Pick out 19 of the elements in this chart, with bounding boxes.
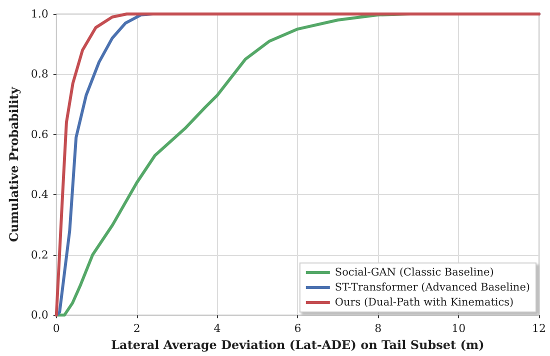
legend-label: ST-Transformer (Advanced Baseline)	[334, 282, 530, 294]
y-tick-label: 0.2	[30, 248, 48, 262]
y-axis-title: Cumulative Probability	[7, 86, 21, 242]
line-series	[54, 12, 540, 317]
legend-label: Ours (Dual-Path with Kinematics)	[334, 296, 514, 308]
x-axis-title: Lateral Average Deviation (Lat-ADE) on Tail Subset (m)	[111, 338, 484, 352]
legend-label: Social-GAN (Classic Baseline)	[334, 266, 494, 278]
y-tick-label: 0.4	[30, 188, 48, 202]
x-tick-label: 12	[532, 322, 546, 336]
x-tick-label: 6	[294, 322, 302, 336]
x-tick-label: 10	[452, 322, 466, 336]
x-tick-label: 4	[214, 322, 221, 336]
x-tick-label: 2	[133, 322, 140, 336]
x-tick-label: 8	[374, 322, 382, 336]
x-tick-label: 0	[52, 322, 60, 336]
y-tick-label: 0.6	[30, 128, 48, 141]
y-tick-label: 1.0	[30, 8, 48, 20]
y-tick-label: 0.8	[30, 68, 48, 81]
y-tick-label: 0.0	[30, 308, 48, 322]
